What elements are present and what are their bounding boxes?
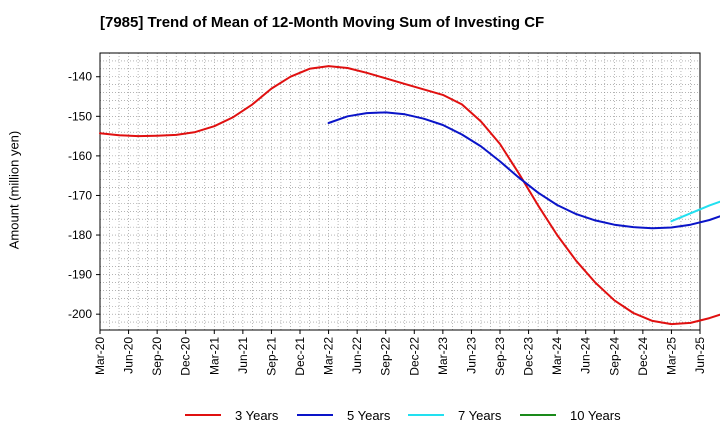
y-tick-label: -170: [68, 188, 92, 202]
series-line-7-years: [670, 200, 720, 223]
legend: 3 Years 5 Years 7 Years 10 Years: [0, 405, 720, 425]
y-tick-label: -160: [68, 149, 92, 163]
x-tick-label: Dec-22: [407, 337, 421, 376]
legend-item: 7 Years: [408, 405, 501, 425]
x-tick-label: Mar-20: [93, 337, 107, 375]
x-tick-label: Jun-20: [122, 337, 136, 374]
x-tick-label: Mar-23: [436, 337, 450, 375]
y-tick-label: -200: [68, 307, 92, 321]
y-tick-label: -150: [68, 109, 92, 123]
y-tick-label: -180: [68, 228, 92, 242]
x-tick-label: Sep-23: [493, 337, 507, 376]
x-tick-label: Jun-22: [350, 337, 364, 374]
x-tick-label: Dec-24: [636, 337, 650, 376]
x-tick-label: Jun-24: [579, 337, 593, 374]
legend-label: 5 Years: [347, 407, 391, 423]
x-tick-label: Mar-21: [207, 337, 221, 375]
x-tick-label: Jun-23: [464, 337, 478, 374]
series-line-5-years: [327, 111, 720, 230]
legend-swatch: [297, 414, 333, 416]
legend-label: 10 Years: [570, 407, 621, 423]
plot-frame: [99, 52, 701, 331]
legend-item: 10 Years: [520, 405, 621, 425]
x-tick-label: Sep-20: [150, 337, 164, 376]
x-tick-label: Dec-20: [179, 337, 193, 376]
chart-title: [7985] Trend of Mean of 12-Month Moving …: [100, 14, 545, 31]
x-tick-label: Dec-23: [522, 337, 536, 376]
y-tick-label: -140: [68, 70, 92, 84]
legend-swatch: [185, 414, 221, 416]
x-tick-label: Jun-25: [693, 337, 707, 374]
x-tick-label: Sep-22: [379, 337, 393, 376]
x-tick-label: Mar-25: [664, 337, 678, 375]
legend-swatch: [408, 414, 444, 416]
legend-label: 7 Years: [458, 407, 502, 423]
x-tick-label: Sep-21: [264, 337, 278, 376]
legend-label: 3 Years: [235, 407, 279, 423]
x-tick-label: Jun-21: [236, 337, 250, 374]
x-tick-label: Sep-24: [607, 337, 621, 376]
legend-item: 5 Years: [297, 405, 390, 425]
x-tick-label: Mar-22: [322, 337, 336, 375]
x-tick-label: Dec-21: [293, 337, 307, 376]
legend-swatch: [520, 414, 556, 416]
series-line-3-years: [99, 65, 720, 326]
x-tick-label: Mar-24: [550, 337, 564, 375]
y-tick-label: -190: [68, 268, 92, 282]
legend-item: 3 Years: [185, 405, 278, 425]
